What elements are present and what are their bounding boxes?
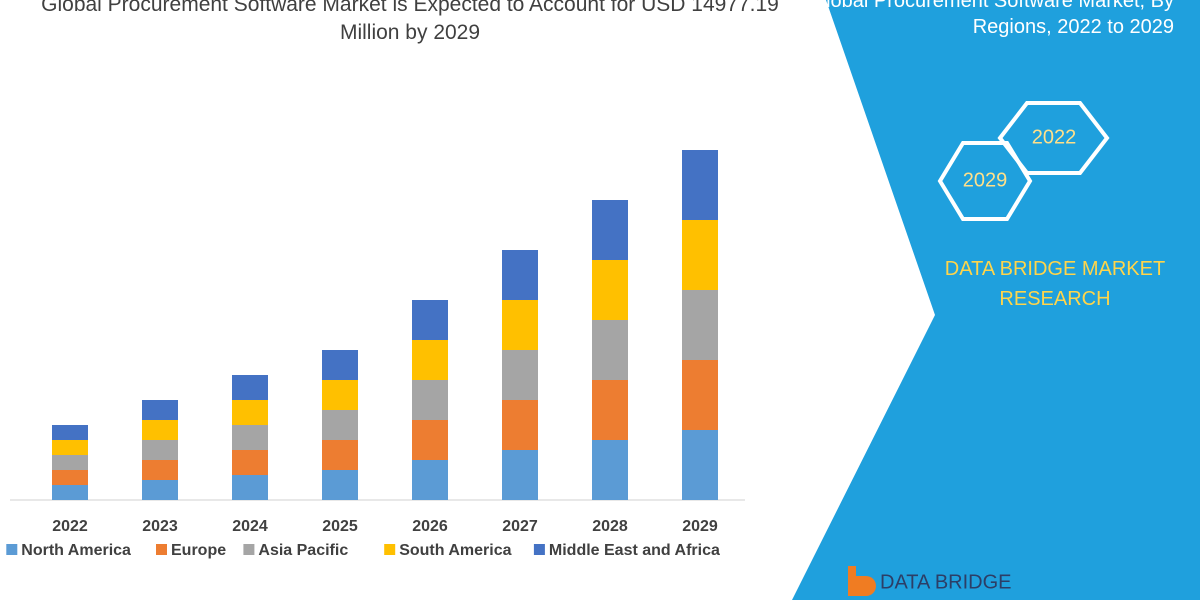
x-tick-label: 2027: [502, 518, 538, 535]
x-tick-label: 2028: [592, 518, 628, 535]
bar-segment: [142, 440, 178, 460]
hexagon-label: 2029: [963, 169, 1008, 191]
bar-segment: [592, 380, 628, 440]
bar-segment: [52, 470, 88, 485]
bar-segment: [502, 250, 538, 300]
bar-segment: [52, 485, 88, 500]
bar-segment: [502, 450, 538, 500]
chart-title: Global Procurement Software Market is Ex…: [41, 0, 779, 44]
bar-segment: [412, 380, 448, 420]
bar-segment: [322, 350, 358, 380]
bar-segment: [232, 425, 268, 450]
bar-segment: [502, 400, 538, 450]
legend-label: Europe: [171, 542, 226, 559]
bar-segment: [52, 455, 88, 470]
x-tick-label: 2023: [142, 518, 178, 535]
legend-label: Asia Pacific: [258, 542, 348, 559]
bar-segment: [682, 360, 718, 430]
bar-segment: [592, 260, 628, 320]
bar-segment: [52, 440, 88, 455]
bar-segment: [412, 420, 448, 460]
bar-segment: [412, 340, 448, 380]
bar-segment: [322, 410, 358, 440]
bar-segment: [502, 350, 538, 400]
x-tick-label: 2022: [52, 518, 88, 535]
bar-segment: [682, 220, 718, 290]
legend-label: South America: [399, 542, 511, 559]
x-tick-label: 2024: [232, 518, 268, 535]
bar-segment: [592, 200, 628, 260]
legend-swatch: [156, 544, 167, 555]
bar-segment: [142, 460, 178, 480]
legend-label: North America: [21, 542, 131, 559]
x-tick-label: 2025: [322, 518, 358, 535]
bar-segment: [592, 440, 628, 500]
bar-segment: [682, 150, 718, 220]
logo-icon: [848, 566, 876, 596]
bar-segment: [232, 450, 268, 475]
bar-segment: [232, 475, 268, 500]
bar-segment: [232, 375, 268, 400]
bar-segment: [412, 300, 448, 340]
bar-segment: [142, 400, 178, 420]
x-tick-label: 2029: [682, 518, 718, 535]
bar-segment: [322, 440, 358, 470]
legend-swatch: [533, 544, 545, 555]
brand-text: DATA BRIDGE MARKET RESEARCH: [944, 258, 1166, 310]
legend-swatch: [6, 544, 18, 555]
bar-segment: [322, 380, 358, 410]
hexagon-label: 2022: [1032, 126, 1077, 148]
bar-segment: [502, 300, 538, 350]
bar-segment: [322, 470, 358, 500]
panel-title: Global Procurement Software Market, By R…: [810, 0, 1174, 38]
bar-segment: [412, 460, 448, 500]
legend-label: Middle East and Africa: [549, 542, 720, 559]
logo-text: DATA BRIDGE: [880, 571, 1012, 593]
x-tick-label: 2026: [412, 518, 448, 535]
bar-segment: [682, 430, 718, 500]
bar-segment: [142, 420, 178, 440]
hexagon: [937, 141, 1033, 221]
legend-swatch: [384, 544, 396, 555]
bar-segment: [232, 400, 268, 425]
bar-segment: [592, 320, 628, 380]
bar-segment: [52, 425, 88, 440]
bar-segment: [142, 480, 178, 500]
legend-swatch: [243, 544, 255, 555]
bar-segment: [682, 290, 718, 360]
